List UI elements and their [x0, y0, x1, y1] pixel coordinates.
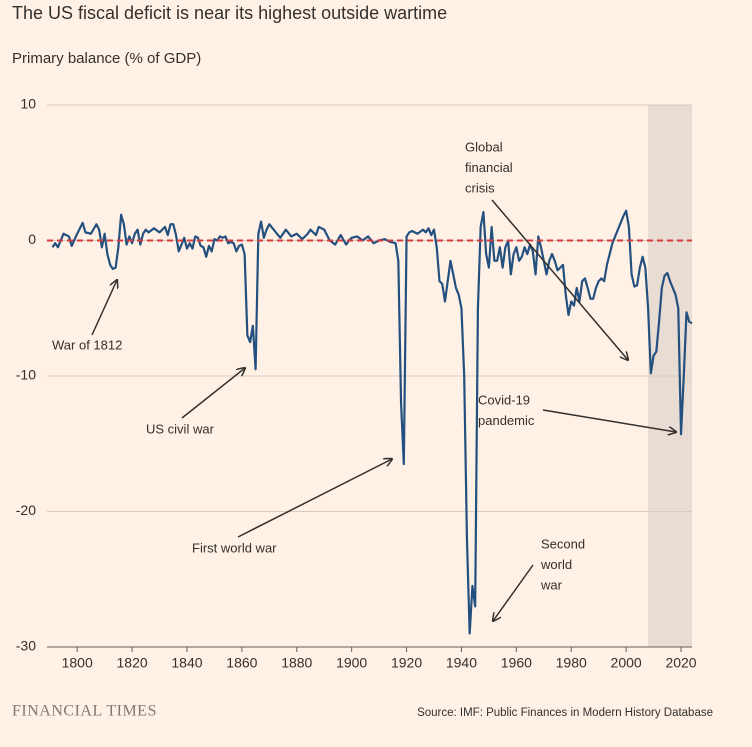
x-tick-label: 1880	[281, 655, 312, 671]
subtitle: Primary balance (% of GDP)	[12, 50, 201, 67]
x-tick-label: 1860	[226, 655, 257, 671]
brand: FINANCIAL TIMES	[12, 703, 157, 720]
source: Source: IMF: Public Finances in Modern H…	[417, 707, 713, 719]
annotation-arrow	[181, 368, 245, 419]
y-tick-label: -10	[16, 367, 36, 383]
annotation-arrow	[491, 199, 628, 360]
x-tick-label: 1800	[62, 655, 93, 671]
annotation-text: First world war	[192, 540, 277, 555]
annotation-arrow	[542, 409, 676, 432]
y-tick-label: -30	[16, 638, 36, 654]
annotation-text: crisis	[465, 180, 495, 195]
x-tick-label: 1900	[336, 655, 367, 671]
x-tick-label: 1840	[171, 655, 202, 671]
annotation-text: war	[540, 577, 563, 592]
y-tick-label: 10	[20, 96, 36, 112]
annotation-text: Global	[465, 139, 503, 154]
x-tick-label: 1940	[446, 655, 477, 671]
x-tick-label: 2020	[665, 655, 696, 671]
x-tick-label: 1980	[556, 655, 587, 671]
annotation-arrow	[237, 459, 392, 538]
x-tick-label: 1960	[501, 655, 532, 671]
x-tick-label: 2000	[611, 655, 642, 671]
annotation-text: financial	[465, 160, 513, 175]
annotation-text: War of 1812	[52, 337, 122, 352]
annotation-text: US civil war	[146, 421, 215, 436]
y-tick-label: 0	[28, 231, 36, 247]
annotation-text: pandemic	[478, 413, 535, 428]
x-tick-label: 1820	[117, 655, 148, 671]
annotation-text: Second	[541, 536, 585, 551]
y-tick-label: -20	[16, 502, 36, 518]
annotation-arrow	[91, 280, 117, 336]
annotation-text: world	[540, 557, 572, 572]
data-line	[51, 209, 693, 635]
x-tick-label: 1920	[391, 655, 422, 671]
annotation-text: Covid-19	[478, 392, 530, 407]
annotation-arrow	[493, 564, 534, 621]
chart-title: The US fiscal deficit is near its highes…	[12, 3, 447, 23]
